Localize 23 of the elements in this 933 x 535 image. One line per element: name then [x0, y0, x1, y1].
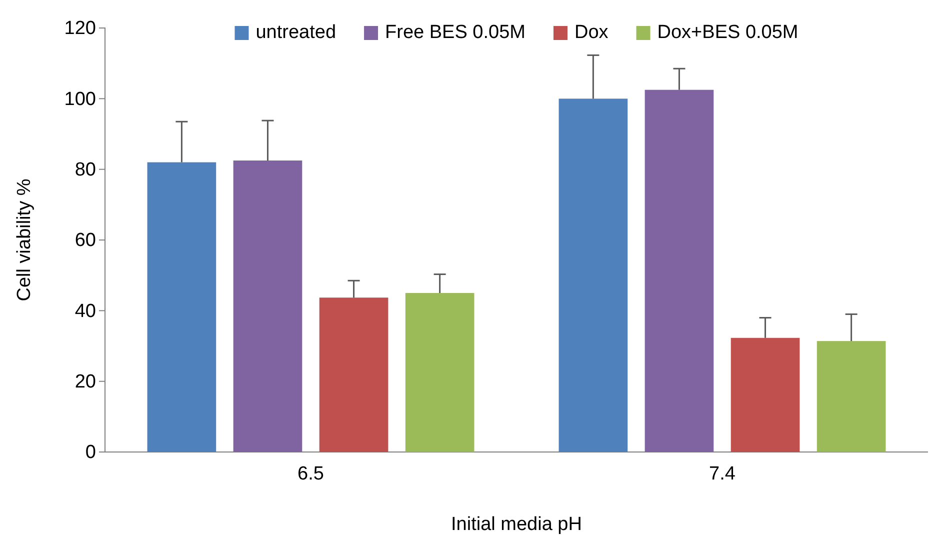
bar — [147, 162, 216, 452]
bar — [405, 293, 474, 452]
y-tick-label: 120 — [64, 18, 96, 40]
bar — [233, 160, 302, 452]
legend-label: untreated — [256, 22, 336, 43]
bar — [644, 90, 714, 452]
bar — [558, 98, 628, 452]
x-axis-title: Initial media pH — [451, 514, 582, 535]
y-tick-label: 40 — [74, 300, 96, 322]
bar — [816, 341, 886, 452]
y-tick-label: 80 — [74, 159, 96, 180]
y-tick-label: 0 — [85, 442, 96, 464]
x-tick-label: 6.5 — [298, 464, 324, 485]
legend-label: Dox — [574, 22, 609, 43]
y-tick-label: 20 — [74, 371, 96, 392]
y-tick-label: 100 — [64, 88, 96, 110]
bar — [730, 338, 800, 452]
y-axis-title: Cell viability % — [14, 178, 35, 302]
y-tick-label: 60 — [74, 230, 96, 252]
bar — [319, 298, 388, 452]
legend-label: Free BES 0.05M — [385, 22, 526, 43]
legend-label: Dox+BES 0.05M — [657, 22, 798, 43]
x-tick-label: 7.4 — [709, 464, 736, 485]
